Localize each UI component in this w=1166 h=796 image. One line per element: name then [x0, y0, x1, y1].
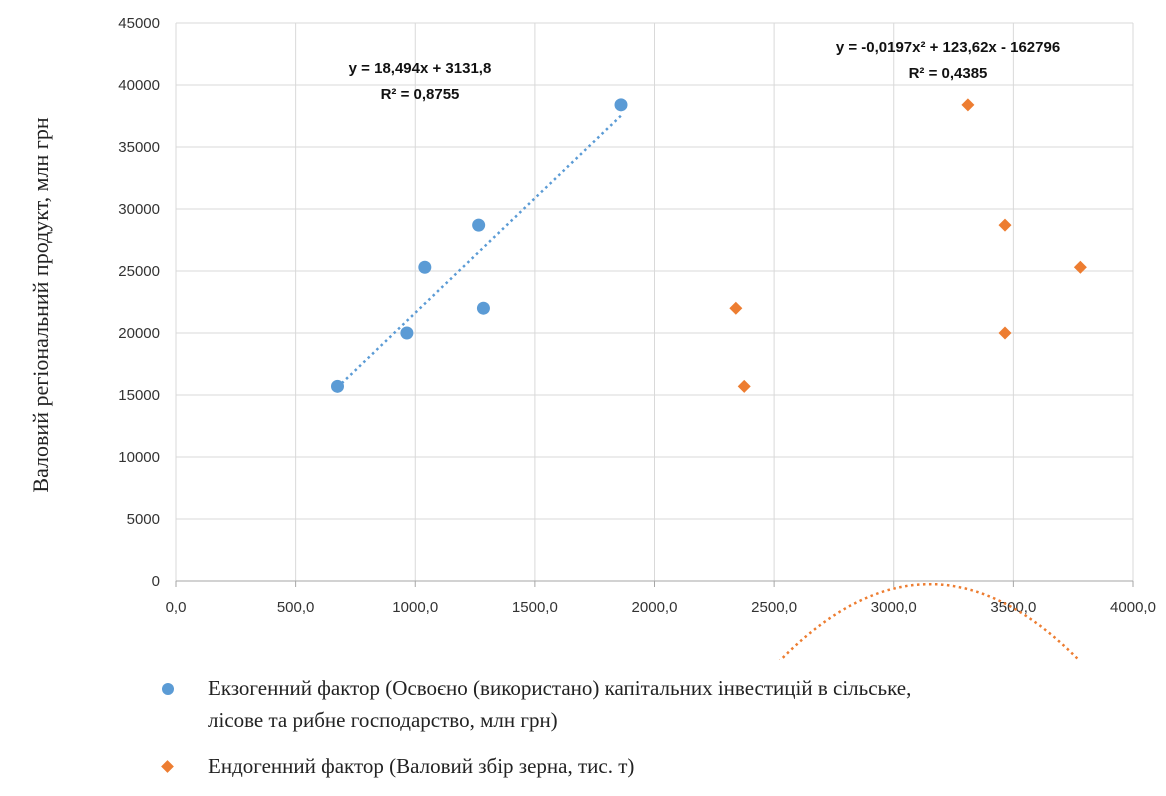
y-tick-label: 0 — [152, 573, 160, 590]
data-point — [961, 98, 975, 112]
circle-marker-icon — [162, 683, 174, 695]
y-tick-label: 15000 — [118, 387, 160, 404]
x-tick-label: 3500,0 — [990, 599, 1036, 616]
tick-labels: 0,0 500,0 1000,0 1500,0 2000,0 2500,0 3000,0 35… — [118, 15, 1156, 616]
y-axis-label: Валовий регіональний продукт, млн грн — [28, 117, 53, 492]
axes — [175, 580, 1134, 587]
legend: Екзогенний фактор (Освоєно (використано)… — [150, 672, 1150, 796]
y-tick-label: 40000 — [118, 77, 160, 94]
data-point — [400, 326, 414, 340]
trendlines — [336, 114, 1081, 660]
data-point — [476, 301, 490, 315]
trendline-equation-2: y = -0,0197x² + 123,62x - 162796 — [836, 39, 1060, 56]
scatter-chart: 0,0 500,0 1000,0 1500,0 2000,0 2500,0 3000,0 35… — [28, 15, 1156, 660]
trendline-r2-2: R² = 0,4385 — [909, 65, 988, 82]
y-tick-label: 20000 — [118, 325, 160, 342]
x-tick-label: 1000,0 — [392, 599, 438, 616]
y-tick-label: 30000 — [118, 201, 160, 218]
x-tick-label: 500,0 — [277, 599, 315, 616]
trendline-series-1 — [336, 114, 622, 389]
data-point — [998, 326, 1012, 340]
y-tick-label: 35000 — [118, 139, 160, 156]
x-tick-label: 3000,0 — [871, 599, 917, 616]
x-tick-label: 2500,0 — [751, 599, 797, 616]
data-point — [998, 218, 1012, 232]
y-tick-label: 5000 — [127, 511, 160, 528]
data-point — [737, 379, 751, 393]
data-point — [418, 260, 432, 274]
legend-item-endogenous: Ендогенний фактор (Валовий збір зерна, т… — [150, 750, 1150, 782]
trendline-series-2 — [778, 582, 1081, 660]
y-tick-label: 45000 — [118, 15, 160, 32]
trendline-equation-1: y = 18,494x + 3131,8 — [349, 60, 492, 77]
y-tick-label: 25000 — [118, 263, 160, 280]
legend-label-line: Ендогенний фактор (Валовий збір зерна, т… — [208, 754, 635, 778]
data-point — [1073, 260, 1087, 274]
data-points — [330, 98, 1087, 393]
y-tick-label: 10000 — [118, 449, 160, 466]
x-tick-label: 4000,0 — [1110, 599, 1156, 616]
data-point — [472, 218, 486, 232]
x-tick-label: 0,0 — [166, 599, 187, 616]
legend-item-exogenous: Екзогенний фактор (Освоєно (використано)… — [150, 672, 1150, 736]
data-point — [330, 379, 344, 393]
diamond-marker-icon — [161, 760, 174, 773]
x-tick-label: 2000,0 — [632, 599, 678, 616]
legend-label-line: Екзогенний фактор (Освоєно (використано)… — [208, 676, 912, 700]
data-point — [729, 301, 743, 315]
x-tick-label: 1500,0 — [512, 599, 558, 616]
data-point — [614, 98, 628, 112]
trendline-r2-1: R² = 0,8755 — [381, 86, 460, 103]
grid-lines — [175, 22, 1134, 581]
legend-label-line: лісове та рибне господарство, млн грн) — [208, 708, 558, 732]
